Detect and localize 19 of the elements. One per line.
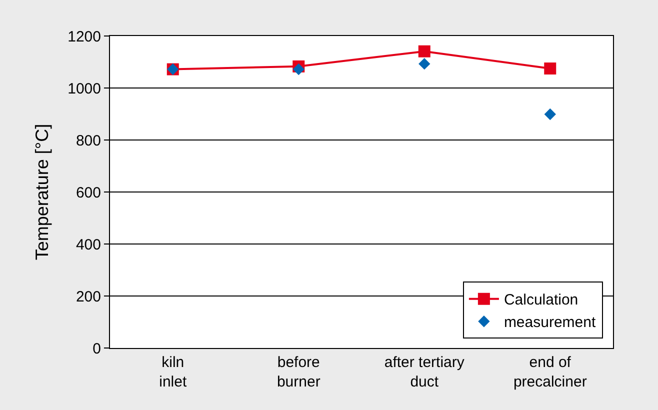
y-tick-label: 200 <box>76 288 101 306</box>
legend-label: Calculation <box>504 292 578 309</box>
x-tick-label: after tertiary duct <box>384 354 465 390</box>
y-tick-label: 800 <box>76 132 101 150</box>
y-tick-label: 1000 <box>68 80 101 98</box>
legend-label: measurement <box>504 314 596 332</box>
y-tick-label: 0 <box>92 340 101 358</box>
point <box>544 108 556 120</box>
point <box>418 45 430 58</box>
y-tick-label: 400 <box>76 236 101 254</box>
y-axis-title: Temperature [°C] <box>32 124 52 260</box>
x-tick-label: end of precalciner <box>513 354 587 390</box>
point <box>418 58 430 70</box>
point <box>292 63 304 76</box>
y-tick-label: 600 <box>76 184 101 202</box>
x-tick-label: kiln inlet <box>159 354 188 390</box>
point <box>544 62 556 74</box>
x-tick-label: before burner <box>276 354 320 390</box>
y-tick-label: 1200 <box>68 28 101 46</box>
